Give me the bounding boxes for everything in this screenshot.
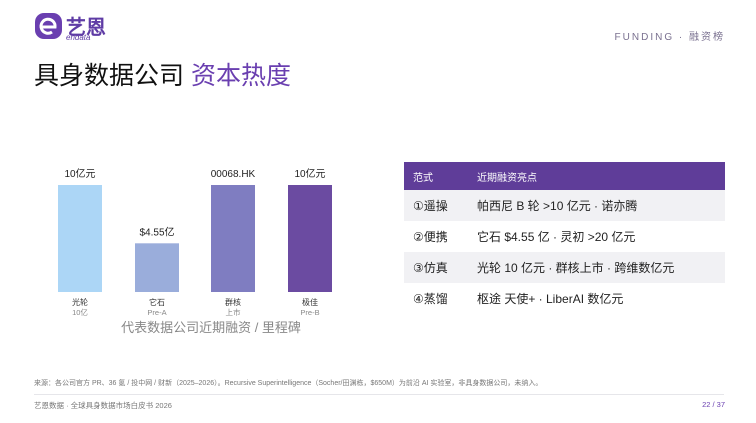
category-sublabel: 10亿 <box>72 307 88 317</box>
category-label: 它石 <box>149 297 165 307</box>
page-number: 22 / 37 <box>702 400 725 409</box>
footer-left: 艺恩数据 · 全球具身数据市场白皮书 2026 <box>34 401 172 410</box>
table: 范式 近期融资亮点 ①遥操 帕西尼 B 轮 >10 亿元 · 诺亦腾 ②便携 它石 … <box>404 162 725 314</box>
bar <box>288 185 332 292</box>
title-highlight: 资本热度 <box>190 62 291 90</box>
table-header: 范式 近期融资亮点 <box>404 162 725 190</box>
category-label: 群核 <box>225 297 241 307</box>
value-label: 10亿元 <box>294 167 325 180</box>
table-row: ②便携 它石 $4.55 亿 · 灵初 >20 亿元 <box>404 221 725 252</box>
cell: 光轮 10 亿元 · 群核上市 · 跨维数亿元 <box>477 261 675 275</box>
header-cell: 近期融资亮点 <box>477 172 537 184</box>
category-label: 光轮 <box>72 297 88 307</box>
footer-rule <box>34 394 724 395</box>
category-sublabel: Pre-B <box>300 308 319 317</box>
brand-sub: endata <box>66 33 91 42</box>
title-main: 具身数据公司 <box>34 62 185 90</box>
cell: ④蒸馏 <box>413 292 448 306</box>
section-label: FUNDING · 融资榜 <box>614 32 725 43</box>
table-row: ①遥操 帕西尼 B 轮 >10 亿元 · 诺亦腾 <box>404 190 725 221</box>
value-label: $4.55亿 <box>139 225 174 238</box>
chart-caption: 代表数据公司近期融资 / 里程碑 <box>121 320 301 335</box>
cell: ②便携 <box>413 230 448 244</box>
cell: 它石 $4.55 亿 · 灵初 >20 亿元 <box>477 230 636 244</box>
header-cell: 范式 <box>413 172 433 184</box>
source-note: 来源：各公司官方 PR、36 氪 / 投中网 / 财新（2025–2026）。R… <box>34 380 543 387</box>
cell: ③仿真 <box>413 261 448 275</box>
cell: 枢途 天使+ · LiberAI 数亿元 <box>477 292 624 306</box>
category-label: 极佳 <box>302 297 318 307</box>
cell: 帕西尼 B 轮 >10 亿元 · 诺亦腾 <box>477 199 638 213</box>
title: 具身数据公司 资本热度 <box>34 56 291 92</box>
logo-icon <box>35 13 62 39</box>
value-label: 10亿元 <box>64 167 95 180</box>
brand: 艺恩 <box>66 17 106 39</box>
category-sublabel: 上市 <box>226 307 241 317</box>
value-label: 00068.HK <box>211 169 256 180</box>
bar <box>58 185 102 292</box>
bar <box>211 185 255 292</box>
category-sublabel: Pre-A <box>147 308 166 317</box>
table-row: ④蒸馏 枢途 天使+ · LiberAI 数亿元 <box>404 283 725 314</box>
cell: ①遥操 <box>413 199 448 213</box>
bar <box>135 243 179 292</box>
table-row: ③仿真 光轮 10 亿元 · 群核上市 · 跨维数亿元 <box>404 252 725 283</box>
